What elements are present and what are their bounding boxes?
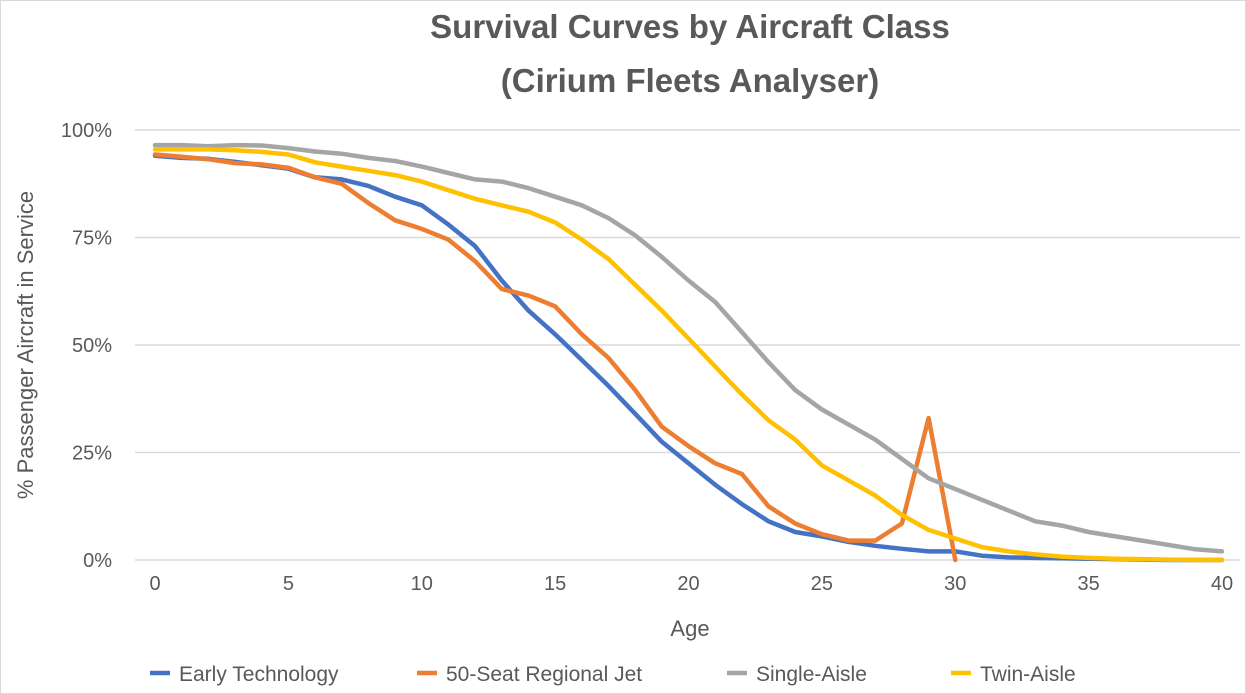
y-tick-label: 100% — [61, 120, 112, 142]
legend: Early Technology 50-Seat Regional Jet Sing… — [150, 663, 1076, 686]
series-line-early-technology — [152, 153, 1225, 563]
x-tick-label: 0 — [149, 573, 160, 595]
series-line-twin-aisle — [152, 147, 1225, 563]
x-tick-label: 20 — [677, 573, 699, 595]
x-axis-ticks: 0 5 10 15 20 25 30 35 40 — [149, 573, 1233, 595]
series-line-single-aisle — [152, 142, 1225, 554]
x-tick-label: 25 — [811, 573, 833, 595]
y-tick-label: 75% — [72, 228, 112, 250]
x-tick-label: 15 — [544, 573, 566, 595]
gridlines — [135, 129, 1240, 561]
chart-title-line-1: Survival Curves by Aircraft Class — [430, 8, 950, 45]
y-axis-label: % Passenger Aircraft in Service — [13, 191, 38, 499]
series-line-50-seat-regional-jet — [152, 152, 958, 563]
series-lines — [152, 142, 1225, 563]
x-tick-label: 5 — [283, 573, 294, 595]
x-tick-label: 30 — [944, 573, 966, 595]
x-tick-label: 10 — [411, 573, 433, 595]
y-tick-label: 0% — [83, 550, 112, 572]
legend-label: Early Technology — [179, 663, 339, 686]
y-tick-label: 25% — [72, 443, 112, 465]
legend-label: Single-Aisle — [756, 663, 867, 686]
legend-label: Twin-Aisle — [980, 663, 1076, 686]
legend-label: 50-Seat Regional Jet — [446, 663, 642, 686]
y-axis-ticks: 0% 25% 50% 75% 100% — [61, 120, 112, 572]
y-tick-label: 50% — [72, 335, 112, 357]
x-tick-label: 40 — [1211, 573, 1233, 595]
x-tick-label: 35 — [1078, 573, 1100, 595]
chart-title-line-2: (Cirium Fleets Analyser) — [501, 62, 879, 99]
x-axis-label: Age — [670, 616, 709, 641]
